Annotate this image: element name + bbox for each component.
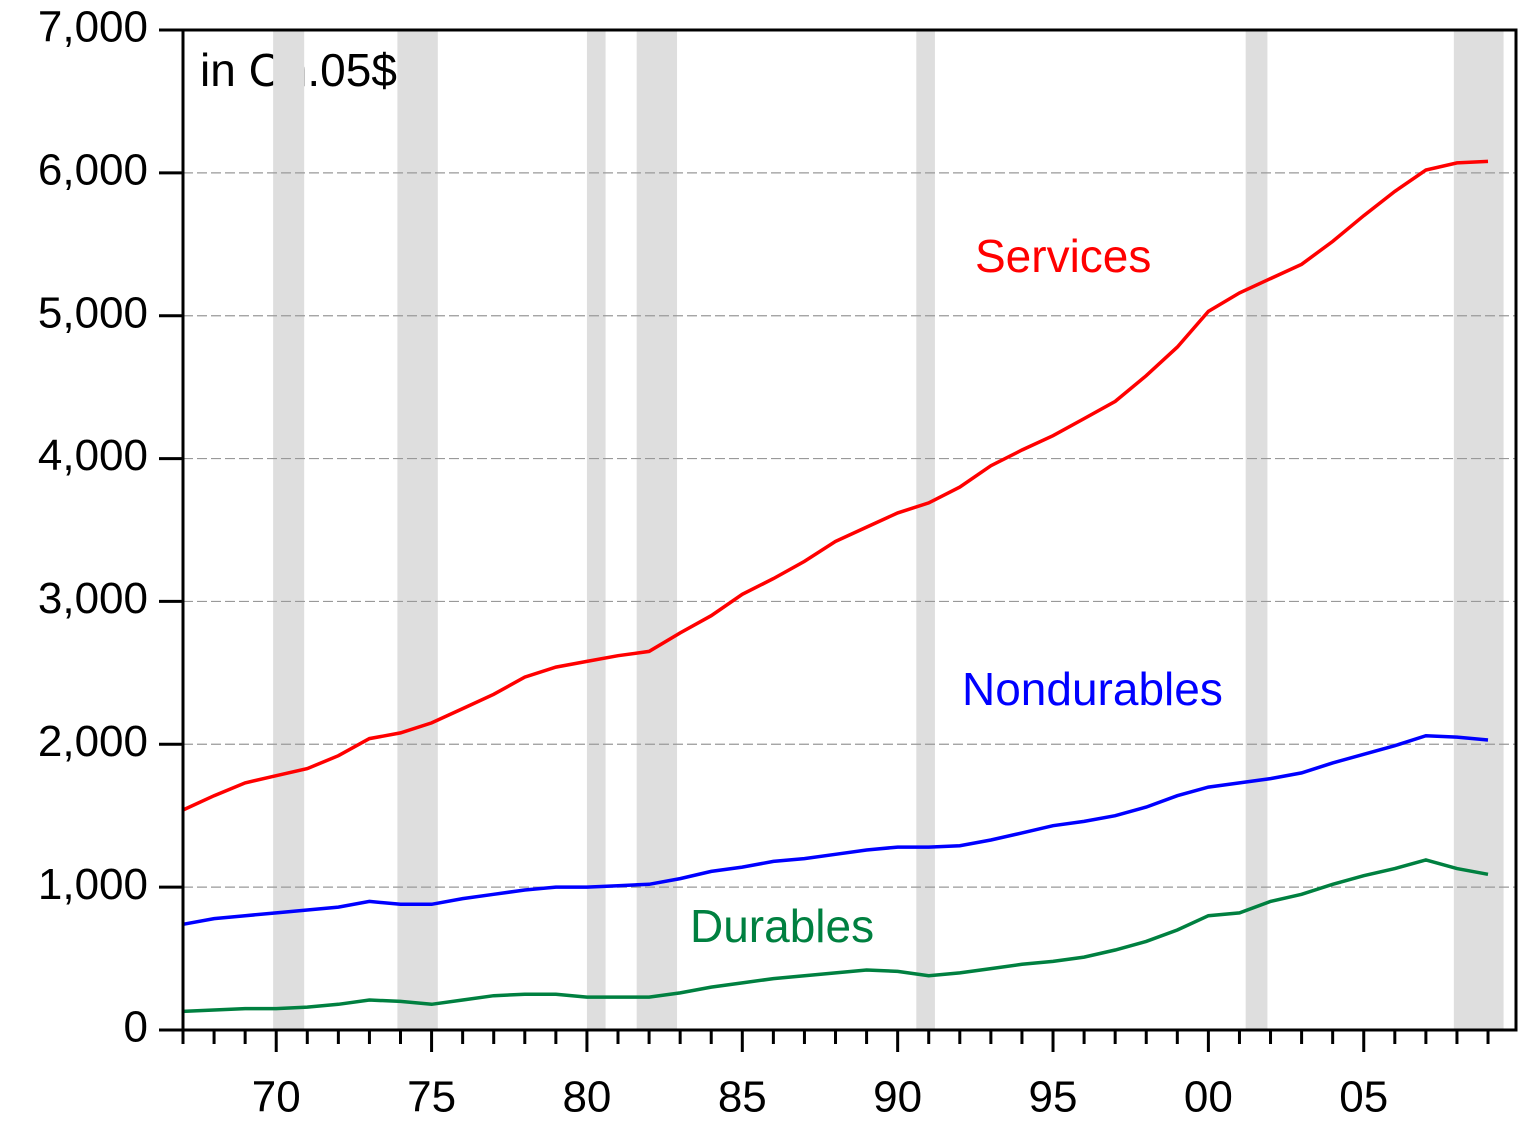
recession-band [586,30,606,1030]
series-line [182,733,1489,927]
x-tick-label: 85 [718,1073,767,1122]
plot-frame [181,28,1518,1032]
y-tick-label: 1,000 [38,860,148,909]
recession-band [1453,30,1504,1030]
x-tick-label: 95 [1029,1073,1078,1122]
series-label: Services [975,230,1151,282]
y-tick-label: 5,000 [38,288,148,337]
recession-band [916,30,935,1030]
x-tick-label: 00 [1184,1073,1233,1122]
series-line [182,858,1489,1014]
series-label: Durables [690,900,874,952]
recession-band [636,30,678,1030]
y-tick-label: 6,000 [38,145,148,194]
series-line [182,159,1489,812]
y-tick-label: 0 [124,1003,148,1052]
x-tick-label: 70 [252,1073,301,1122]
x-tick-label: 90 [873,1073,922,1122]
recession-band [273,30,305,1030]
y-tick-label: 7,000 [38,3,148,52]
x-tick-label: 05 [1339,1073,1388,1122]
series-label: Nondurables [962,663,1223,715]
y-tick-label: 4,000 [38,431,148,480]
recession-band [397,30,438,1030]
x-tick-label: 80 [562,1073,611,1122]
y-tick-label: 3,000 [38,574,148,623]
y-tick-label: 2,000 [38,717,148,766]
recession-band [1245,30,1268,1030]
x-tick-label: 75 [407,1073,456,1122]
